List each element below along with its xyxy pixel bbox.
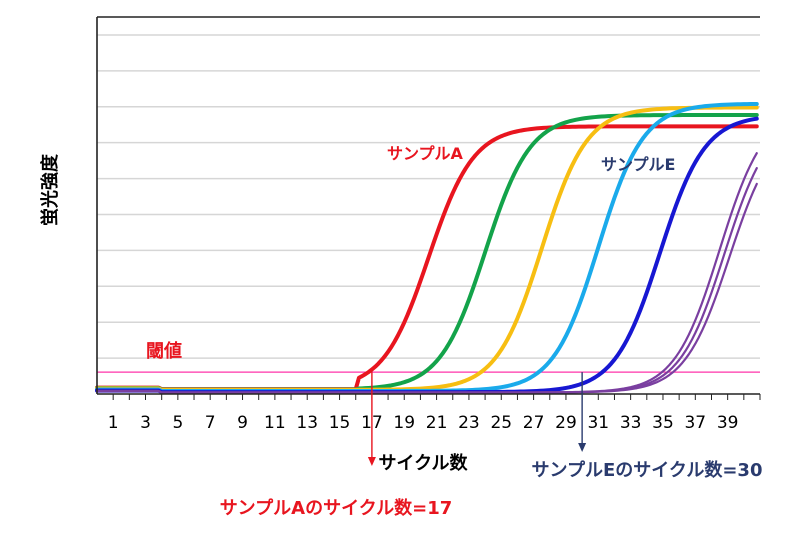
x-tick-label-35: 35	[652, 413, 674, 433]
plot-frame	[96, 16, 761, 400]
x-tick-label-5: 5	[172, 413, 183, 433]
x-tick-label-39: 39	[717, 413, 739, 433]
x-tick-label-11: 11	[264, 413, 286, 433]
x-tick-labels: 1 3 5 7 9 11 13 15 17 19 21 23 25 27 29 31 33 35 37 39	[108, 413, 739, 433]
series-line-purple-6	[95, 152, 758, 394]
x-tick-label-37: 37	[684, 413, 706, 433]
x-tick-label-33: 33	[620, 413, 642, 433]
x-axis-label: サイクル数	[378, 452, 468, 474]
x-tick-label-19: 19	[393, 413, 415, 433]
grid-layer	[97, 34, 760, 359]
x-tick-label-27: 27	[523, 413, 545, 433]
sample-e-label: サンプルE	[601, 155, 675, 174]
y-axis-label: 蛍光強度	[39, 153, 61, 226]
x-tick-label-21: 21	[426, 413, 448, 433]
sample-a-label: サンプルA	[387, 144, 464, 163]
x-tick-label-13: 13	[296, 413, 318, 433]
sample-a-marker-arrowhead	[367, 457, 376, 466]
sample-a-cycle-annotation: サンプルAのサイクル数=17	[220, 497, 453, 519]
series-layer	[95, 101, 759, 395]
x-tick-label-23: 23	[458, 413, 480, 433]
marker-layer	[367, 372, 587, 466]
series-line-purple-8	[95, 182, 758, 394]
x-tick-label-7: 7	[205, 413, 216, 433]
x-tick-label-9: 9	[237, 413, 248, 433]
x-tick-label-15: 15	[329, 413, 351, 433]
x-tick-label-25: 25	[490, 413, 512, 433]
sample-e-cycle-annotation: サンプルEのサイクル数=30	[532, 459, 763, 481]
x-tick-label-31: 31	[587, 413, 609, 433]
threshold-label: 閾値	[146, 340, 182, 362]
x-tick-label-29: 29	[555, 413, 577, 433]
x-tick-label-3: 3	[140, 413, 151, 433]
sample-e-marker-arrowhead	[578, 443, 587, 452]
x-tick-label-1: 1	[108, 413, 119, 433]
